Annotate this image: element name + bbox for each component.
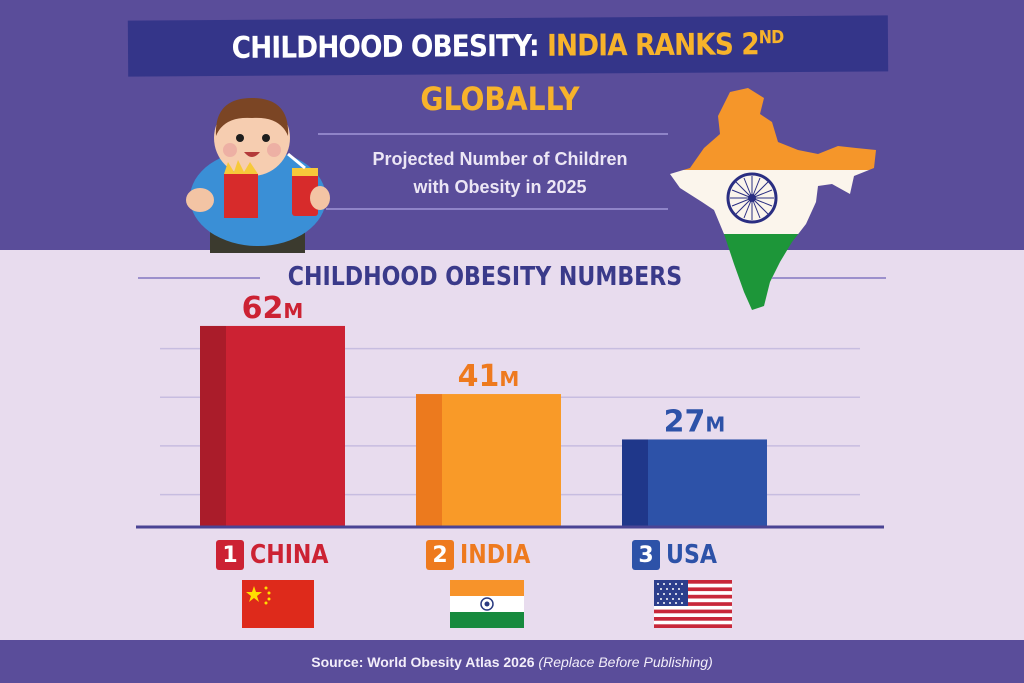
chakra-spokes — [730, 176, 774, 220]
bar-usa — [648, 439, 767, 527]
boy-cheek-right — [267, 143, 281, 157]
boy-eye-right — [262, 134, 270, 142]
section-title: CHILDHOOD OBESITY NUMBERS — [287, 262, 683, 292]
rank-badge: 3 — [632, 540, 660, 570]
data-label-unit: M — [283, 299, 303, 323]
source-citation: Source: World Obesity Atlas 2026 (Replac… — [311, 654, 713, 670]
source-label: Source: World Obesity Atlas 2026 — [311, 653, 535, 670]
footer: Source: World Obesity Atlas 2026 (Replac… — [0, 640, 1024, 683]
bar-china-side — [200, 325, 226, 527]
subtitle-line-1: Projected Number of Children — [372, 149, 628, 169]
drink-straw — [287, 152, 306, 170]
boy-hair — [215, 98, 289, 136]
data-label: 62M — [242, 291, 304, 326]
bar-india — [442, 394, 561, 527]
bar-usa-side — [622, 439, 648, 527]
data-label-value: 41 — [458, 359, 500, 394]
ashoka-chakra-icon — [726, 172, 778, 224]
title-line-2: GLOBALLY — [420, 80, 580, 118]
data-label: 41M — [458, 359, 520, 394]
boy-cheek-left — [223, 143, 237, 157]
subtitle-divider-top — [318, 133, 668, 135]
drink-cup — [292, 172, 318, 216]
boy-hand-left — [186, 188, 214, 212]
data-label-unit: M — [499, 367, 519, 391]
source-note: (Replace Before Publishing) — [538, 653, 713, 670]
india-flag-icon — [450, 580, 524, 628]
category-india: 2 INDIA — [426, 540, 543, 570]
category-label: USA — [666, 540, 717, 570]
boy-eye-left — [236, 134, 244, 142]
category-china: 1 CHINA — [216, 540, 342, 570]
subtitle-line-2: with Obesity in 2025 — [413, 177, 587, 197]
boy-illustration — [186, 98, 330, 253]
usa-flag-icon — [654, 580, 732, 628]
section-divider-right — [772, 277, 886, 279]
subtitle: Projected Number of Children with Obesit… — [320, 145, 680, 201]
category-label: INDIA — [460, 540, 531, 570]
category-usa: 3 USA — [632, 540, 726, 570]
boy-hand-right — [310, 186, 330, 210]
bar-china — [226, 325, 345, 527]
bar-india-side — [416, 394, 442, 527]
fries-box — [224, 174, 258, 218]
china-flag-icon — [242, 580, 314, 628]
data-label: 27M — [664, 404, 726, 439]
fries — [224, 160, 258, 174]
boy-mouth — [244, 152, 260, 157]
category-label: CHINA — [250, 540, 329, 570]
drink-lid — [292, 168, 318, 176]
section-divider-left — [138, 277, 260, 279]
rank-badge: 1 — [216, 540, 244, 570]
rank-badge: 2 — [426, 540, 454, 570]
subtitle-divider-bottom — [326, 208, 668, 210]
data-label-unit: M — [705, 412, 725, 436]
india-map-illustration — [670, 88, 876, 310]
data-label-value: 62 — [242, 291, 284, 326]
data-label-value: 27 — [664, 404, 706, 439]
